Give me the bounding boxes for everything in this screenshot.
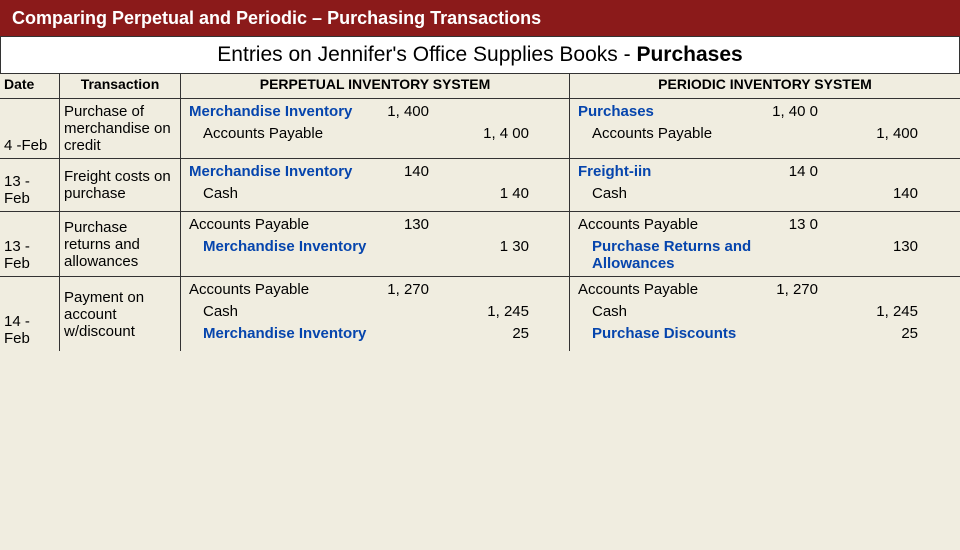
journal-entry-line: Purchase Discounts 25 (578, 325, 952, 347)
journal-entry-line: Merchandise Inventory140 (189, 163, 561, 185)
cell-perpetual: Merchandise Inventory1, 400Accounts Paya… (180, 99, 570, 158)
cell-periodic: Accounts Payable1, 270Cash 1, 245 Purchase… (570, 277, 960, 351)
credit-amount: 1, 4 00 (429, 125, 529, 142)
cell-date: 13 -Feb (0, 159, 60, 211)
account-name: Cash (189, 303, 369, 320)
account-name: Merchandise Inventory (189, 103, 369, 120)
journal-entry-line: Merchandise Inventory1, 400 (189, 103, 561, 125)
account-name: Accounts Payable (578, 281, 758, 298)
cell-periodic: Freight-iin14 0Cash 140 (570, 159, 960, 211)
account-name: Accounts Payable (578, 216, 758, 233)
subtitle-bold: Purchases (636, 43, 742, 66)
journal-entry-line: Cash 1, 245 (189, 303, 561, 325)
cell-perpetual: Accounts Payable1, 270Cash 1, 245 Merchand… (180, 277, 570, 351)
journal-entry-line: Accounts Payable1, 270 (189, 281, 561, 303)
journal-entry-line: Freight-iin14 0 (578, 163, 952, 185)
cell-perpetual: Accounts Payable130Merchandise Inventory… (180, 212, 570, 276)
account-name: Freight-iin (578, 163, 758, 180)
debit-amount: 1, 270 (758, 281, 818, 298)
debit-amount: 1, 270 (369, 281, 429, 298)
header-transaction: Transaction (60, 74, 180, 98)
header-periodic: PERIODIC INVENTORY SYSTEM (570, 74, 960, 98)
subtitle-text: Entries on Jennifer's Office Supplies Bo… (217, 43, 742, 66)
journal-entry-line: Purchases1, 40 0 (578, 103, 952, 125)
table-row: 13 -FebFreight costs on purchase Merchand… (0, 158, 960, 211)
account-name: Cash (189, 185, 369, 202)
journal-entry-line: Cash 1 40 (189, 185, 561, 207)
journal-entry-line: Accounts Payable 1, 4 00 (189, 125, 561, 147)
title-bar: Comparing Perpetual and Periodic – Purch… (0, 0, 960, 36)
journal-entry-line: Purchase Returns and Allowances 130 (578, 238, 952, 272)
debit-amount: 1, 40 0 (758, 103, 818, 120)
account-name: Accounts Payable (189, 125, 369, 142)
journal-entry-line: Merchandise Inventory 1 30 (189, 238, 561, 260)
account-name: Purchase Returns and Allowances (578, 238, 758, 272)
credit-amount: 1, 245 (818, 303, 918, 320)
credit-amount: 1 40 (429, 185, 529, 202)
cell-date: 13 -Feb (0, 212, 60, 276)
journal-entry-line: Accounts Payable130 (189, 216, 561, 238)
journal-entry-line: Cash 140 (578, 185, 952, 207)
debit-amount: 13 0 (758, 216, 818, 233)
cell-periodic: Accounts Payable13 0Purchase Returns and… (570, 212, 960, 276)
cell-transaction: Purchase of merchandise on credit (60, 99, 180, 158)
comparison-table: Date Transaction PERPETUAL INVENTORY SYS… (0, 74, 960, 550)
credit-amount: 1, 400 (818, 125, 918, 142)
table-row: 4 -FebPurchase of merchandise on creditM… (0, 98, 960, 158)
account-name: Merchandise Inventory (189, 163, 369, 180)
cell-transaction: Payment on account w/discount (60, 277, 180, 351)
debit-amount: 14 0 (758, 163, 818, 180)
cell-periodic: Purchases1, 40 0Accounts Payable 1, 400 (570, 99, 960, 158)
header-date: Date (0, 74, 60, 98)
account-name: Accounts Payable (578, 125, 758, 142)
journal-entry-line: Cash 1, 245 (578, 303, 952, 325)
journal-entry-line: Merchandise Inventory 25 (189, 325, 561, 347)
slide: Comparing Perpetual and Periodic – Purch… (0, 0, 960, 540)
debit-amount: 130 (369, 216, 429, 233)
account-name: Accounts Payable (189, 216, 369, 233)
cell-transaction: Freight costs on purchase (60, 159, 180, 211)
credit-amount: 1 30 (429, 238, 529, 255)
cell-date: 14 -Feb (0, 277, 60, 351)
subtitle-prefix: Entries on Jennifer's Office Supplies Bo… (217, 43, 636, 66)
account-name: Accounts Payable (189, 281, 369, 298)
table-row: 14 -FebPayment on account w/discount Acco… (0, 276, 960, 351)
debit-amount: 1, 400 (369, 103, 429, 120)
credit-amount: 130 (818, 238, 918, 255)
cell-perpetual: Merchandise Inventory140Cash 1 40 (180, 159, 570, 211)
account-name: Purchase Discounts (578, 325, 758, 342)
subtitle-bar: Entries on Jennifer's Office Supplies Bo… (0, 36, 960, 74)
account-name: Cash (578, 303, 758, 320)
table-row: 13 -FebPurchase returns and allowancesAc… (0, 211, 960, 276)
account-name: Cash (578, 185, 758, 202)
title-text: Comparing Perpetual and Periodic – Purch… (12, 8, 541, 29)
account-name: Merchandise Inventory (189, 238, 369, 255)
journal-entry-line: Accounts Payable 1, 400 (578, 125, 952, 147)
journal-entry-line: Accounts Payable13 0 (578, 216, 952, 238)
account-name: Purchases (578, 103, 758, 120)
header-perpetual: PERPETUAL INVENTORY SYSTEM (180, 74, 570, 98)
credit-amount: 25 (429, 325, 529, 342)
credit-amount: 1, 245 (429, 303, 529, 320)
journal-entry-line: Accounts Payable1, 270 (578, 281, 952, 303)
cell-date: 4 -Feb (0, 99, 60, 158)
table-header-row: Date Transaction PERPETUAL INVENTORY SYS… (0, 74, 960, 98)
debit-amount: 140 (369, 163, 429, 180)
credit-amount: 140 (818, 185, 918, 202)
cell-transaction: Purchase returns and allowances (60, 212, 180, 276)
account-name: Merchandise Inventory (189, 325, 369, 342)
credit-amount: 25 (818, 325, 918, 342)
